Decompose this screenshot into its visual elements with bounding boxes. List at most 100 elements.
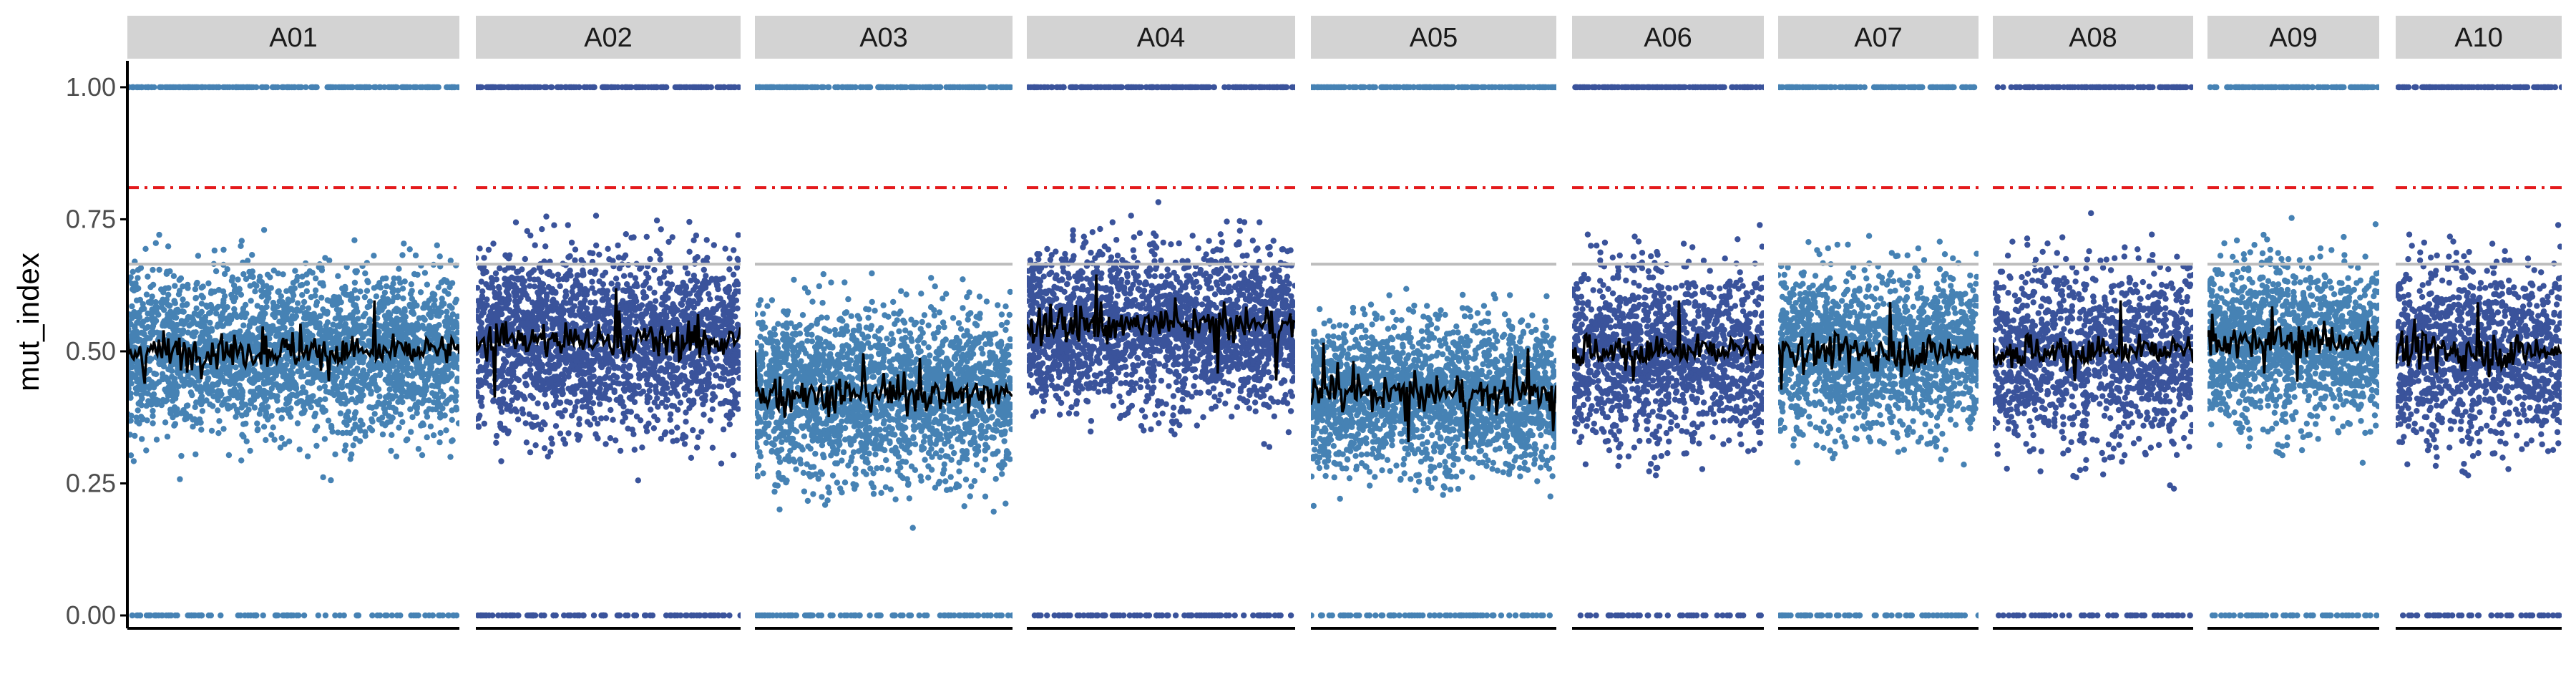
data-point xyxy=(683,409,689,416)
data-point xyxy=(308,294,314,301)
data-point xyxy=(673,437,680,444)
data-point xyxy=(631,447,638,453)
data-point xyxy=(331,379,337,386)
data-point xyxy=(702,397,708,404)
data-point xyxy=(243,438,250,444)
facet-strip-a04 xyxy=(1027,16,1295,59)
data-point xyxy=(165,243,172,250)
data-point xyxy=(323,323,329,329)
data-point xyxy=(481,255,487,261)
data-point xyxy=(390,404,396,411)
data-point xyxy=(431,297,438,303)
data-point xyxy=(152,371,160,378)
data-point xyxy=(434,312,440,319)
data-point xyxy=(500,356,507,363)
data-point xyxy=(412,334,419,341)
data-point xyxy=(426,323,433,329)
data-point xyxy=(419,322,426,329)
data-point xyxy=(562,346,569,353)
data-point xyxy=(562,407,568,414)
data-point xyxy=(684,312,691,319)
data-point xyxy=(479,352,486,359)
data-point xyxy=(230,298,237,305)
data-point xyxy=(347,313,353,320)
data-point xyxy=(202,318,208,324)
data-point xyxy=(214,372,220,379)
data-point xyxy=(691,84,698,91)
data-point xyxy=(239,389,246,396)
data-point xyxy=(360,367,367,374)
data-point xyxy=(144,316,150,323)
data-point xyxy=(192,286,199,293)
data-point xyxy=(237,328,243,335)
data-point xyxy=(708,314,714,321)
data-point xyxy=(221,306,228,313)
data-point xyxy=(346,416,353,424)
data-point xyxy=(713,356,720,362)
data-point xyxy=(326,257,333,264)
data-point xyxy=(266,341,273,348)
data-point xyxy=(133,390,140,396)
data-point xyxy=(306,371,313,378)
data-point xyxy=(312,84,318,91)
data-point xyxy=(382,394,389,401)
data-point xyxy=(531,283,538,290)
data-point xyxy=(408,309,415,316)
data-point xyxy=(369,374,376,381)
data-point xyxy=(129,303,135,310)
data-point xyxy=(302,310,309,316)
data-point xyxy=(384,419,391,426)
data-point xyxy=(301,373,307,380)
data-point xyxy=(172,283,178,289)
data-point xyxy=(175,84,182,91)
data-point xyxy=(477,264,484,271)
data-point xyxy=(561,612,567,619)
data-point xyxy=(639,348,645,354)
data-point xyxy=(233,406,240,413)
data-point xyxy=(414,364,420,371)
data-point xyxy=(151,319,158,326)
data-point xyxy=(690,427,696,434)
data-point xyxy=(133,328,140,335)
data-point xyxy=(224,402,231,409)
data-point xyxy=(218,612,224,619)
data-point xyxy=(154,329,160,336)
data-point xyxy=(265,416,271,423)
data-point xyxy=(447,454,454,460)
data-point xyxy=(424,414,431,420)
data-point xyxy=(243,401,249,408)
data-point xyxy=(132,323,138,330)
data-point xyxy=(402,334,409,341)
data-point xyxy=(193,305,200,312)
data-point xyxy=(423,409,429,416)
data-point xyxy=(209,366,215,373)
data-point xyxy=(206,334,213,341)
data-point xyxy=(243,276,250,283)
data-point xyxy=(199,408,206,414)
data-point xyxy=(548,435,555,442)
data-point xyxy=(444,314,451,321)
data-point xyxy=(294,300,301,306)
data-point xyxy=(163,389,170,395)
data-point xyxy=(400,84,406,91)
data-point xyxy=(143,447,150,454)
data-point xyxy=(239,311,245,318)
data-point xyxy=(326,332,333,338)
data-point xyxy=(512,219,519,225)
data-point xyxy=(615,84,621,91)
data-point xyxy=(352,377,358,384)
data-point xyxy=(318,264,325,271)
data-point xyxy=(535,349,542,355)
data-point xyxy=(348,386,354,392)
data-point xyxy=(180,406,187,414)
data-point xyxy=(356,356,362,362)
data-point xyxy=(426,305,433,311)
data-point xyxy=(498,458,504,464)
data-point xyxy=(299,273,306,280)
facet-panel-a02 xyxy=(476,84,741,630)
data-point xyxy=(167,323,173,330)
data-point xyxy=(656,276,663,283)
data-point xyxy=(158,401,165,409)
data-point xyxy=(674,424,680,431)
data-point xyxy=(628,235,635,241)
